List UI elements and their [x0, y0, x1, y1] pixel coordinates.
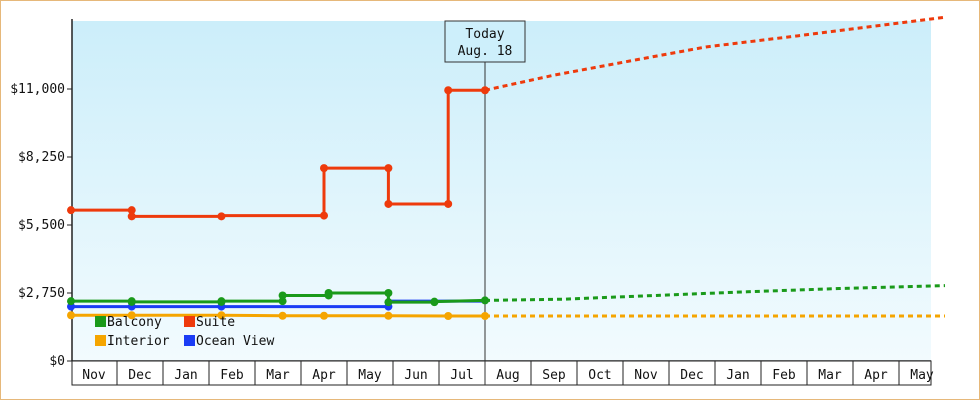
data-point: [444, 86, 453, 95]
series-projection: [484, 15, 946, 92]
y-tick-label: $11,000: [10, 82, 65, 97]
month-label: Aug: [496, 368, 519, 383]
data-point: [481, 86, 489, 95]
data-point: [384, 199, 393, 208]
data-point: [384, 311, 393, 320]
month-label: Apr: [864, 368, 888, 383]
month-label: Mar: [266, 368, 290, 383]
today-label: Today: [465, 27, 504, 42]
series-balcony: [67, 284, 946, 307]
data-point: [67, 311, 75, 320]
month-label: Jan: [726, 368, 749, 383]
plot-background: [72, 21, 931, 361]
month-label: Feb: [220, 368, 244, 383]
data-point: [67, 297, 75, 306]
data-point: [217, 212, 226, 221]
series-projection: [484, 284, 946, 302]
month-label: Nov: [82, 368, 106, 383]
series-interior: [67, 311, 945, 320]
data-point: [481, 296, 489, 305]
y-tick-label: $2,750: [18, 286, 65, 301]
month-label: Oct: [588, 368, 611, 383]
legend-label: Suite: [196, 315, 235, 330]
today-box: [444, 20, 526, 63]
month-label: Mar: [818, 368, 842, 383]
data-point: [278, 291, 287, 300]
data-point: [444, 311, 453, 320]
series-suite: [67, 15, 946, 221]
legend-item-interior: Interior: [95, 334, 170, 349]
month-label: Sep: [542, 368, 566, 383]
y-axis: $0 $2,750 $5,500 $8,250 $11,000: [10, 19, 73, 369]
data-point: [278, 297, 287, 306]
month-label: Jul: [450, 368, 473, 383]
month-label: May: [358, 368, 382, 383]
data-point: [278, 311, 287, 320]
data-point: [324, 289, 333, 297]
y-tick-label: $0: [49, 354, 65, 369]
data-point: [481, 311, 489, 320]
x-axis: Nov Dec Jan Feb Mar Apr May Jun Jul Aug Sep Oct Nov D…: [71, 360, 934, 386]
legend-label: Ocean View: [196, 334, 274, 349]
legend-swatch: [184, 316, 195, 327]
today-marker: Today Aug. 18: [444, 20, 526, 385]
data-point: [127, 212, 136, 221]
data-point: [217, 297, 226, 306]
data-point: [430, 297, 439, 306]
today-date: Aug. 18: [458, 44, 513, 59]
legend-item-balcony: Balcony: [95, 315, 162, 330]
data-point: [384, 298, 393, 307]
y-tick-label: $8,250: [18, 150, 65, 165]
legend-swatch: [95, 335, 106, 346]
data-point: [217, 311, 226, 320]
month-label: Jan: [174, 368, 197, 383]
legend-item-ocean-view: Ocean View: [184, 334, 274, 349]
series-lines: [67, 15, 946, 320]
legend: Balcony Suite Interior Ocean View: [95, 315, 274, 349]
month-label: Dec: [680, 368, 703, 383]
month-strip: [71, 360, 932, 386]
legend-swatch: [184, 335, 195, 346]
data-point: [67, 206, 75, 215]
data-point: [127, 311, 136, 320]
data-point: [320, 164, 328, 173]
data-point: [320, 211, 328, 220]
series-line: [71, 313, 485, 318]
data-point: [384, 289, 393, 297]
month-label: May: [910, 368, 934, 383]
data-point: [444, 199, 453, 208]
legend-item-suite: Suite: [184, 315, 235, 330]
month-label: Nov: [634, 368, 658, 383]
data-point: [127, 297, 136, 306]
month-label: Jun: [404, 368, 427, 383]
series-line: [71, 291, 486, 304]
data-point: [127, 206, 136, 215]
legend-label: Interior: [107, 334, 170, 349]
legend-label: Balcony: [107, 315, 162, 330]
data-point: [384, 164, 393, 173]
data-point: [320, 311, 328, 320]
month-label: Dec: [128, 368, 151, 383]
month-label: Apr: [312, 368, 336, 383]
month-label: Feb: [772, 368, 796, 383]
legend-swatch: [95, 316, 106, 327]
y-tick-label: $5,500: [18, 218, 65, 233]
